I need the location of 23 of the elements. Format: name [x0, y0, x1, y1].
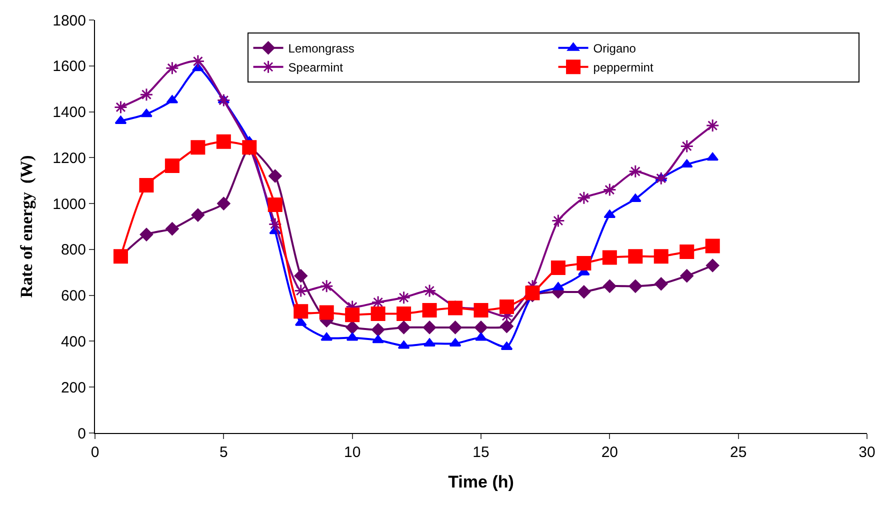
- legend-label: Origano: [593, 42, 636, 56]
- x-axis-title: Time (h): [448, 472, 514, 492]
- y-tick-label: 1800: [52, 12, 86, 30]
- legend-label: peppermint: [593, 60, 654, 75]
- y-tick-label: 1400: [52, 104, 86, 122]
- y-tick-label: 600: [60, 288, 86, 305]
- x-tick-label: 20: [601, 444, 618, 461]
- y-tick-label: 0: [78, 425, 86, 442]
- y-tick-label: 800: [60, 242, 86, 259]
- x-tick-label: 5: [220, 444, 228, 461]
- x-tick-label: 25: [730, 444, 747, 461]
- y-tick-label: 1000: [52, 196, 86, 213]
- x-tick-label: 15: [472, 444, 490, 461]
- y-axis-title: Rate of energy (W): [17, 155, 36, 298]
- x-tick-label: 10: [344, 444, 361, 461]
- x-tick-label: 0: [90, 444, 100, 461]
- legend-label: Lemongrass: [288, 42, 354, 56]
- y-tick-label: 1600: [52, 58, 86, 76]
- x-tick-label: 30: [858, 444, 876, 461]
- legend-label: Spearmint: [288, 60, 344, 75]
- y-tick-label: 200: [60, 379, 86, 396]
- y-tick-label: 400: [60, 333, 86, 350]
- y-tick-label: 1200: [52, 150, 86, 167]
